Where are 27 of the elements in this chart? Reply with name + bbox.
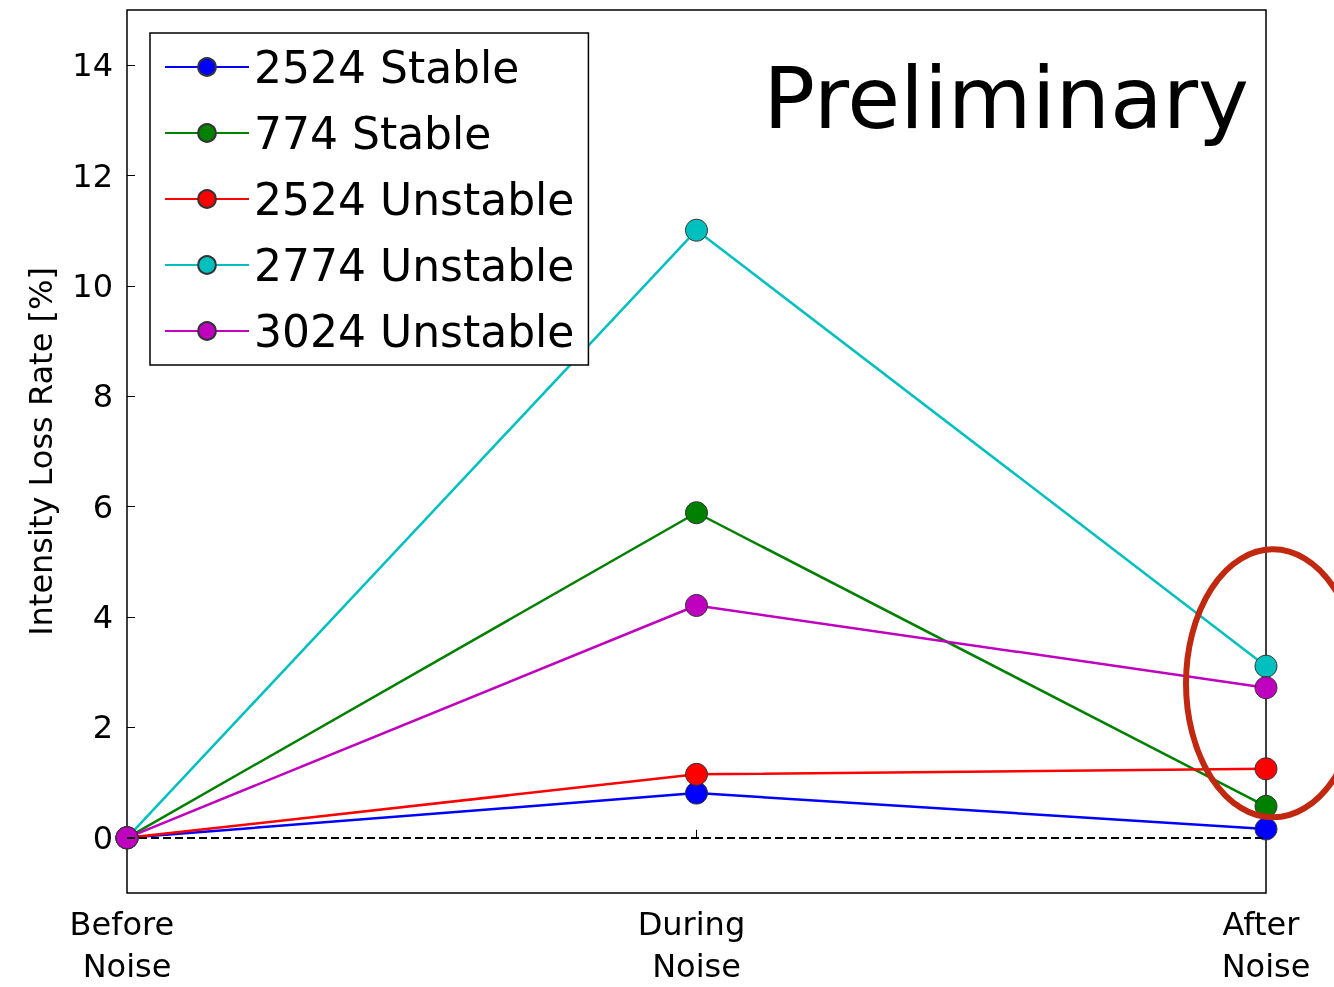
point — [685, 218, 708, 242]
annotation: Preliminary — [763, 48, 1249, 148]
y-axis-title: Intensity Loss Rate [%] — [22, 267, 60, 636]
legend-label: 2524 Unstable — [254, 173, 575, 225]
y-tick-label: 14 — [72, 46, 113, 85]
x-tick-label: Before Noise — [69, 905, 185, 985]
y-tick-label: 4 — [92, 598, 113, 637]
legend-label: 2774 Unstable — [254, 239, 575, 291]
point — [685, 781, 708, 805]
point — [685, 593, 708, 617]
legend-label: 774 Stable — [254, 107, 492, 159]
point — [1254, 676, 1278, 700]
x-tick-label: After Noise — [1221, 905, 1311, 985]
y-tick-label: 2 — [92, 708, 113, 747]
y-tick-label: 10 — [72, 266, 113, 305]
y-tick-label: 6 — [92, 487, 113, 526]
point — [685, 501, 708, 525]
point — [1254, 817, 1278, 841]
point — [685, 762, 708, 786]
point — [1254, 654, 1278, 678]
y-tick-label: 12 — [72, 156, 113, 195]
x-tick-label: During Noise — [637, 905, 756, 985]
point — [1254, 757, 1278, 781]
y-tick-label: 0 — [92, 818, 113, 857]
legend-label: 2524 Stable — [254, 41, 520, 93]
y-tick-label: 8 — [92, 377, 113, 416]
legend-label: 3024 Unstable — [254, 305, 575, 357]
